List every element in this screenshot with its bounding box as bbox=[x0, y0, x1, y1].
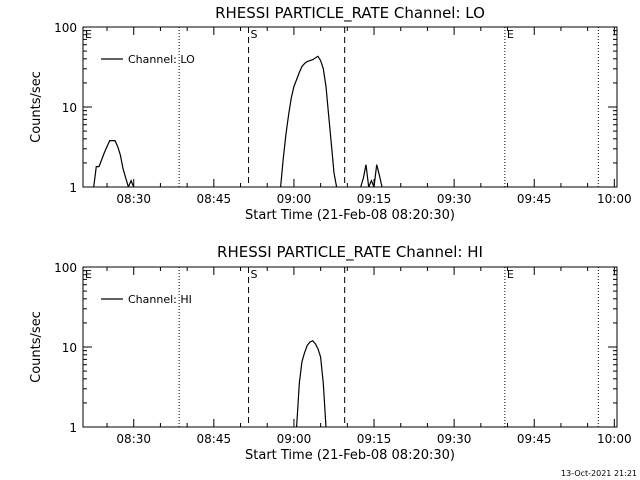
y-tick-label: 10 bbox=[62, 101, 77, 115]
series-line bbox=[296, 339, 327, 427]
x-tick-label: 08:45 bbox=[197, 192, 232, 206]
y-tick-label: 1 bbox=[69, 181, 77, 195]
x-tick-label: 09:45 bbox=[517, 192, 552, 206]
time-marker-label: S bbox=[251, 268, 258, 281]
x-axis-label: Start Time (21-Feb-08 08:20:30) bbox=[245, 208, 455, 223]
time-marker-label: S bbox=[251, 28, 258, 41]
chart-title: RHESSI PARTICLE_RATE Channel: LO bbox=[215, 4, 485, 23]
x-tick-label: 08:30 bbox=[116, 192, 151, 206]
series-line bbox=[360, 164, 383, 187]
x-tick-label: 09:45 bbox=[517, 432, 552, 446]
x-tick-label: 09:30 bbox=[437, 432, 472, 446]
x-tick-label: 10:00 bbox=[597, 192, 632, 206]
legend-label: Channel: HI bbox=[128, 293, 192, 306]
chart-title: RHESSI PARTICLE_RATE Channel: HI bbox=[217, 243, 483, 262]
footer-timestamp: 13-Oct-2021 21:21 bbox=[561, 469, 637, 478]
chart-panel-hi: RHESSI PARTICLE_RATE Channel: HI 1 10 100 08… bbox=[29, 243, 632, 463]
chart-panel-lo: RHESSI PARTICLE_RATE Channel: LO 1 10 100 08… bbox=[29, 4, 632, 223]
x-tick-label: 08:45 bbox=[197, 432, 232, 446]
time-marker-label: E bbox=[85, 28, 92, 41]
series-line bbox=[93, 140, 135, 187]
y-tick-label: 1 bbox=[69, 421, 77, 435]
series-line bbox=[280, 55, 338, 187]
x-tick-label: 09:15 bbox=[357, 192, 392, 206]
x-tick-label: 10:00 bbox=[597, 432, 632, 446]
legend-label: Channel: LO bbox=[128, 53, 195, 66]
x-tick-label: 08:30 bbox=[116, 432, 151, 446]
time-marker-label: E bbox=[85, 268, 92, 281]
y-tick-label: 10 bbox=[62, 341, 77, 355]
x-axis-label: Start Time (21-Feb-08 08:20:30) bbox=[245, 448, 455, 463]
plot-frame bbox=[82, 26, 618, 188]
y-tick-label: 100 bbox=[54, 21, 77, 35]
x-tick-label: 09:00 bbox=[277, 432, 312, 446]
y-tick-label: 100 bbox=[54, 261, 77, 275]
y-axis-label: Counts/sec bbox=[29, 311, 44, 383]
x-tick-label: 09:30 bbox=[437, 192, 472, 206]
time-marker-label: E bbox=[507, 28, 514, 41]
y-axis-label: Counts/sec bbox=[29, 71, 44, 143]
x-tick-label: 09:15 bbox=[357, 432, 392, 446]
plot-frame bbox=[82, 266, 618, 428]
x-tick-label: 09:00 bbox=[277, 192, 312, 206]
time-marker-label: E bbox=[507, 268, 514, 281]
